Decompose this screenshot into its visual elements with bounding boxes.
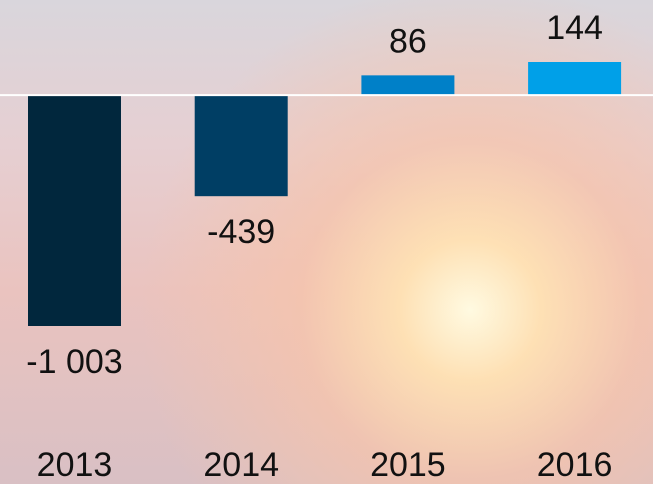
bar	[361, 75, 455, 96]
x-tick-label: 2015	[370, 446, 446, 484]
x-tick-label: 2016	[537, 446, 613, 484]
value-label: -1 003	[26, 343, 122, 381]
x-tick-label: 2013	[37, 446, 113, 484]
bar	[194, 95, 288, 197]
x-tick-label: 2014	[203, 446, 279, 484]
value-label: 86	[389, 22, 427, 60]
value-label: 144	[546, 9, 603, 47]
bar	[28, 95, 121, 326]
value-label: -439	[207, 213, 275, 251]
bar	[528, 62, 622, 96]
